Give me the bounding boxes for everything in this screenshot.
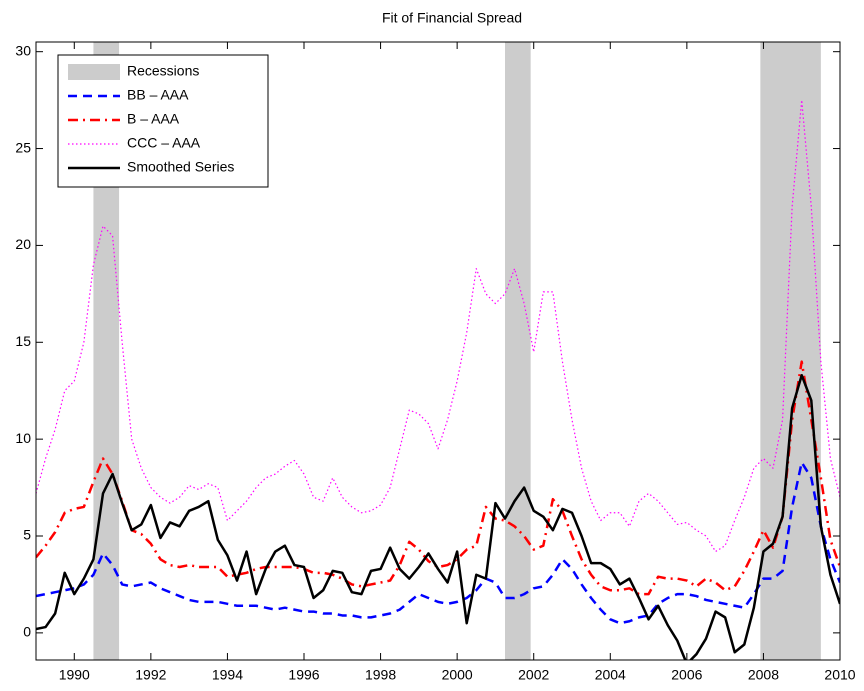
y-tick-label: 30 (15, 42, 31, 58)
series-line (36, 99, 840, 553)
recession-band (505, 42, 531, 660)
chart-title: Fit of Financial Spread (382, 10, 522, 26)
x-tick-label: 2010 (824, 667, 855, 683)
x-tick-label: 2006 (671, 667, 702, 683)
legend-swatch (68, 64, 120, 80)
x-tick-label: 2008 (748, 667, 779, 683)
legend-label: Recessions (127, 63, 199, 79)
y-tick-label: 0 (23, 624, 31, 640)
legend-label: BB – AAA (127, 87, 189, 103)
y-tick-label: 25 (15, 139, 31, 155)
legend-label: B – AAA (127, 111, 180, 127)
x-tick-label: 2002 (518, 667, 549, 683)
x-tick-label: 1996 (288, 667, 319, 683)
y-tick-label: 15 (15, 333, 31, 349)
recession-band (760, 42, 821, 660)
x-tick-label: 2000 (442, 667, 473, 683)
legend-label: Smoothed Series (127, 159, 234, 175)
y-tick-label: 5 (23, 527, 31, 543)
x-tick-label: 1992 (135, 667, 166, 683)
y-tick-label: 10 (15, 430, 31, 446)
series-line (36, 461, 840, 625)
x-tick-label: 1990 (59, 667, 90, 683)
y-tick-label: 20 (15, 236, 31, 252)
x-tick-label: 2004 (595, 667, 626, 683)
x-tick-label: 1998 (365, 667, 396, 683)
legend-label: CCC – AAA (127, 135, 201, 151)
plot-frame (35, 41, 841, 661)
x-tick-label: 1994 (212, 667, 243, 683)
series-line (36, 373, 840, 660)
